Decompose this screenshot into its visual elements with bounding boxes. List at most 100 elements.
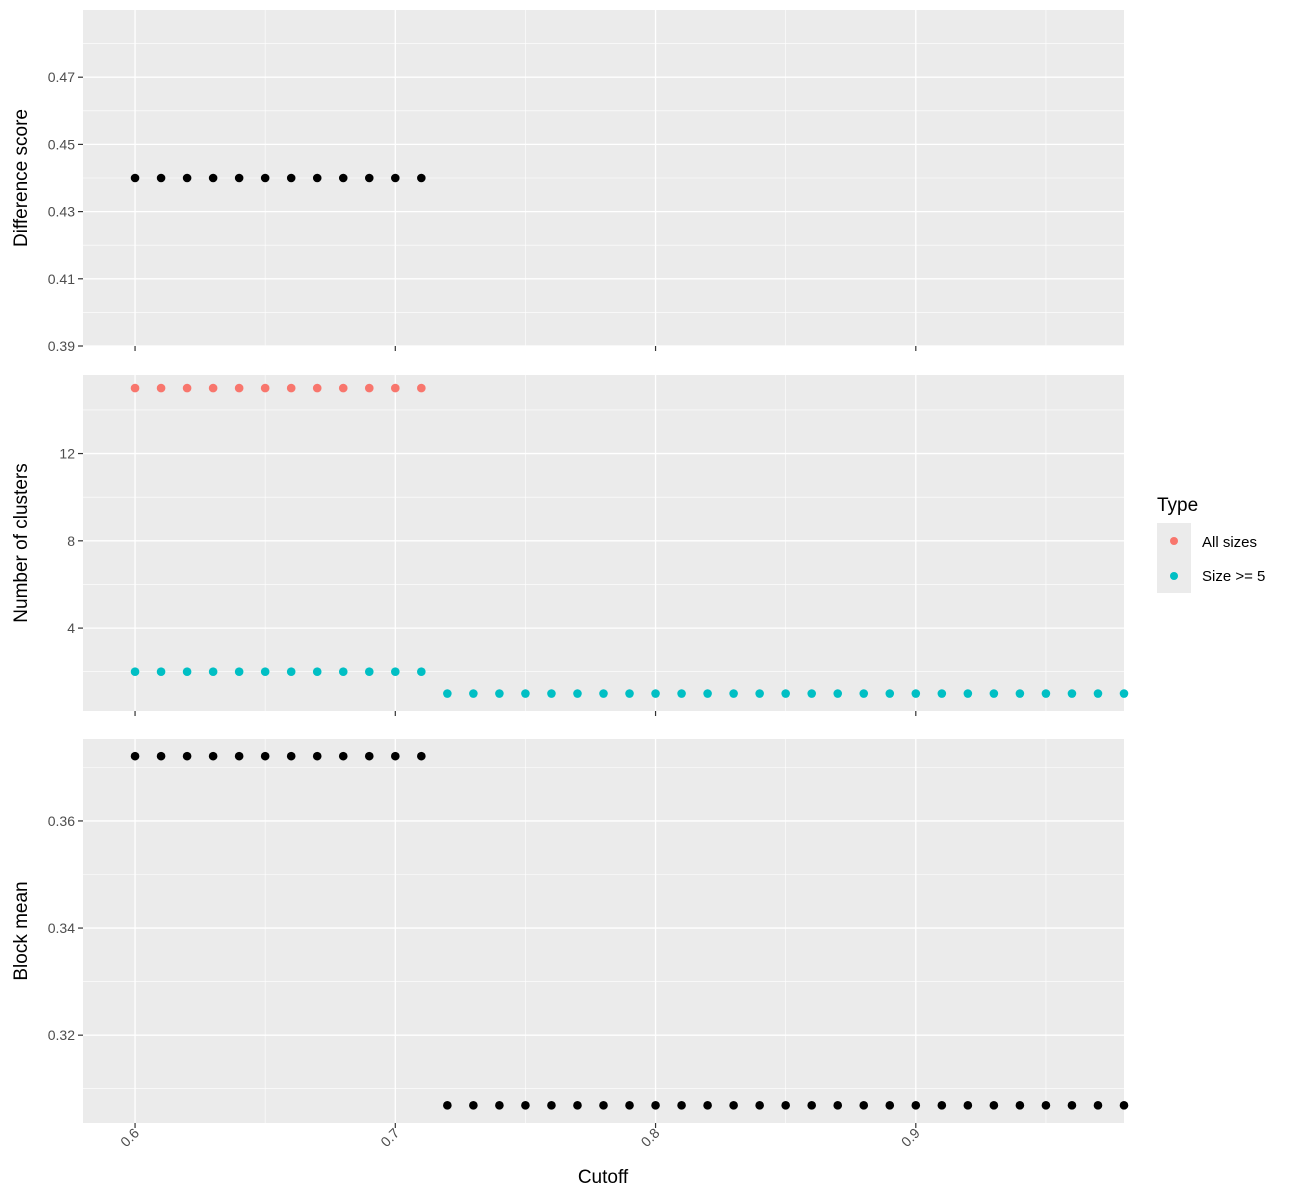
y-tick-label: 12 xyxy=(59,446,75,462)
data-point xyxy=(391,383,400,393)
x-tick-label: 0.6 xyxy=(117,1125,142,1150)
y-axis-title: Number of clusters xyxy=(11,463,32,622)
y-tick-label: 0.43 xyxy=(48,204,75,220)
data-point xyxy=(130,667,140,677)
data-point xyxy=(312,173,322,183)
x-tick-label: 0.8 xyxy=(638,1125,663,1150)
data-point xyxy=(469,689,478,698)
data-point xyxy=(833,1101,843,1110)
data-point xyxy=(417,383,426,393)
y-tick-label: 0.47 xyxy=(48,69,75,85)
data-point xyxy=(338,383,348,393)
data-point xyxy=(599,689,608,698)
data-point xyxy=(312,383,322,393)
data-point xyxy=(208,667,218,677)
x-tick-label: 0.7 xyxy=(377,1125,402,1150)
data-point xyxy=(312,751,322,761)
data-point xyxy=(338,667,348,677)
data-point xyxy=(495,689,504,698)
data-point xyxy=(130,383,140,393)
data-point xyxy=(364,383,374,393)
series-all-sizes xyxy=(130,383,426,393)
data-point xyxy=(338,173,348,183)
y-tick-label: 0.36 xyxy=(48,813,75,829)
data-point xyxy=(391,667,400,677)
data-point xyxy=(182,751,192,761)
data-point xyxy=(1041,689,1051,698)
data-point xyxy=(208,173,218,183)
data-point xyxy=(1093,1101,1103,1110)
data-point xyxy=(286,667,296,677)
data-point xyxy=(963,1101,973,1110)
data-point xyxy=(755,1101,764,1110)
legend-key-all-sizes xyxy=(1170,537,1178,545)
data-point xyxy=(156,383,166,393)
data-point xyxy=(364,751,374,761)
data-point xyxy=(911,1101,921,1110)
data-point xyxy=(495,1101,504,1110)
data-point xyxy=(781,1101,790,1110)
data-point xyxy=(729,689,738,698)
data-point xyxy=(338,751,348,761)
data-point xyxy=(521,689,530,698)
data-point xyxy=(833,689,843,698)
y-tick-label: 8 xyxy=(67,533,75,549)
panels: 0.39 0.41 0.43 0.45 0.47 Difference score 4 8 12… xyxy=(11,10,1129,1128)
data-point xyxy=(312,667,322,677)
data-point xyxy=(1119,1101,1129,1110)
data-point xyxy=(234,173,244,183)
legend: Type All sizes Size >= 5 xyxy=(1157,495,1265,593)
data-point xyxy=(703,689,712,698)
data-point xyxy=(417,173,426,183)
data-point xyxy=(703,1101,712,1110)
data-point xyxy=(1041,1101,1051,1110)
data-point xyxy=(781,689,790,698)
data-point xyxy=(234,751,244,761)
data-point xyxy=(364,667,374,677)
y-tick-label: 0.39 xyxy=(48,338,75,354)
series-points xyxy=(130,751,1129,1110)
data-point xyxy=(156,751,166,761)
data-point xyxy=(156,667,166,677)
data-point xyxy=(260,667,270,677)
data-point xyxy=(364,173,374,183)
x-axis-title: Cutoff xyxy=(578,1167,629,1188)
panel-1: 0.39 0.41 0.43 0.45 0.47 Difference score xyxy=(11,10,1124,354)
data-point xyxy=(208,383,218,393)
legend-title: Type xyxy=(1157,495,1198,516)
data-point xyxy=(286,751,296,761)
data-point xyxy=(443,1101,452,1110)
data-point xyxy=(729,1101,738,1110)
data-point xyxy=(286,173,296,183)
data-point xyxy=(260,173,270,183)
legend-key-size-ge-5 xyxy=(1170,572,1178,580)
x-axis: 0.6 0.7 0.8 0.9 xyxy=(117,1125,923,1150)
data-point xyxy=(807,689,816,698)
data-point xyxy=(391,173,400,183)
data-point xyxy=(260,751,270,761)
data-point xyxy=(1015,689,1025,698)
panel-background xyxy=(83,739,1124,1123)
data-point xyxy=(521,1101,530,1110)
y-tick-label: 0.45 xyxy=(48,136,75,152)
data-point xyxy=(651,689,660,698)
data-point xyxy=(651,1101,660,1110)
data-point xyxy=(885,1101,895,1110)
data-point xyxy=(677,1101,686,1110)
data-point xyxy=(625,1101,634,1110)
y-tick-label: 4 xyxy=(67,620,75,636)
data-point xyxy=(677,689,686,698)
panel-2: 4 8 12 Number of clusters xyxy=(11,375,1129,716)
data-point xyxy=(417,751,426,761)
legend-key-background xyxy=(1157,523,1191,593)
data-point xyxy=(234,383,244,393)
data-point xyxy=(859,1101,869,1110)
data-point xyxy=(1093,689,1103,698)
data-point xyxy=(807,1101,816,1110)
x-tick-label: 0.9 xyxy=(898,1125,923,1150)
data-point xyxy=(156,173,166,183)
data-point xyxy=(911,689,921,698)
y-axis-title: Difference score xyxy=(11,109,32,247)
legend-label-all-sizes: All sizes xyxy=(1202,534,1257,551)
data-point xyxy=(885,689,895,698)
